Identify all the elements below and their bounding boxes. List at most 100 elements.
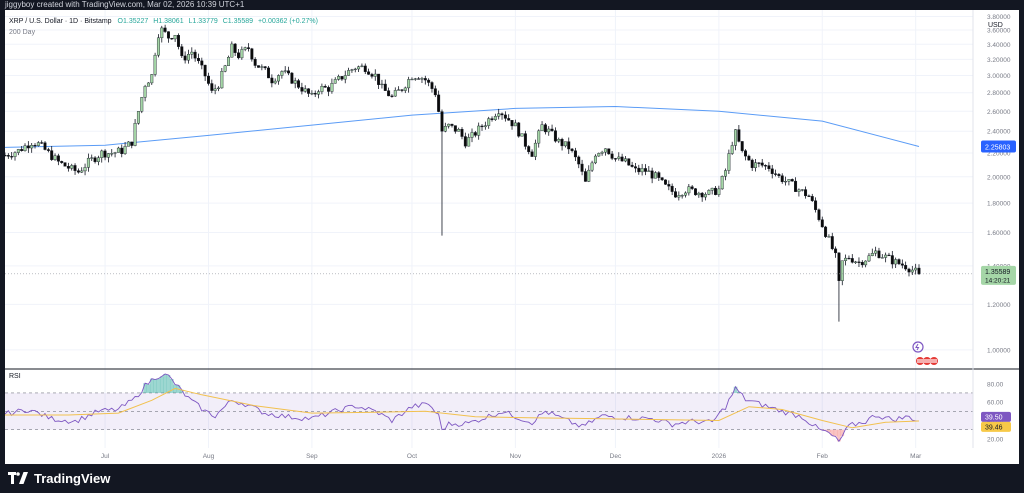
candle-body bbox=[553, 130, 557, 142]
candle bbox=[357, 65, 361, 72]
candle bbox=[807, 194, 811, 197]
candle-body bbox=[120, 147, 124, 154]
candle bbox=[103, 149, 107, 161]
candle-body bbox=[320, 86, 324, 92]
candle-body bbox=[537, 130, 541, 144]
candle bbox=[190, 47, 194, 59]
candle bbox=[116, 146, 120, 153]
candle bbox=[643, 164, 647, 176]
candle-body bbox=[173, 35, 177, 40]
candle-body bbox=[547, 128, 551, 133]
candle bbox=[50, 146, 54, 161]
candle-body bbox=[220, 71, 224, 89]
candle-body bbox=[40, 142, 44, 144]
candle bbox=[784, 176, 788, 186]
candle-body bbox=[593, 155, 597, 164]
candle bbox=[613, 158, 617, 162]
candle bbox=[80, 167, 84, 173]
candle bbox=[100, 149, 104, 163]
candle-body bbox=[10, 156, 14, 158]
candle-body bbox=[637, 167, 641, 173]
candle bbox=[800, 189, 804, 192]
candle-body bbox=[160, 27, 164, 39]
price-tick-label: 1.00000 bbox=[987, 347, 1011, 354]
candle bbox=[440, 109, 444, 236]
candle bbox=[257, 65, 260, 68]
alert-icon[interactable] bbox=[912, 341, 924, 353]
candle bbox=[577, 155, 581, 169]
candle bbox=[300, 82, 304, 95]
candle-body bbox=[824, 226, 828, 237]
candle bbox=[133, 119, 137, 147]
candle-body bbox=[487, 118, 491, 126]
candle bbox=[63, 162, 67, 167]
price-tick-label: 2.40000 bbox=[987, 129, 1011, 136]
candle bbox=[106, 153, 110, 163]
candle-body bbox=[76, 170, 80, 173]
candle-body bbox=[36, 142, 40, 146]
candle bbox=[894, 257, 898, 269]
rsi-label: RSI bbox=[9, 373, 21, 380]
candle-body bbox=[443, 126, 447, 132]
candle bbox=[60, 160, 64, 164]
candle-body bbox=[567, 141, 571, 150]
candle bbox=[754, 158, 758, 172]
candle-body bbox=[470, 132, 474, 138]
rsi-tick-label: 20.00 bbox=[987, 436, 1004, 443]
candle-body bbox=[393, 90, 397, 97]
candle bbox=[860, 260, 864, 268]
candle bbox=[20, 146, 24, 152]
tradingview-logo[interactable]: TradingView bbox=[8, 469, 110, 487]
candle bbox=[447, 123, 451, 129]
candle bbox=[230, 41, 234, 58]
attribution-bar: jiggyboy created with TradingView.com, M… bbox=[0, 0, 1024, 10]
candle bbox=[884, 252, 888, 263]
candle bbox=[203, 64, 207, 81]
candle bbox=[787, 179, 791, 186]
candle-body bbox=[887, 254, 891, 257]
candle-body bbox=[176, 35, 180, 47]
candle bbox=[156, 34, 160, 58]
candle-body bbox=[667, 184, 671, 187]
candle bbox=[523, 130, 527, 150]
candle bbox=[480, 124, 484, 131]
candle bbox=[213, 84, 217, 95]
candle-body bbox=[670, 185, 674, 192]
rsi-ma-badge bbox=[981, 421, 1011, 432]
candle bbox=[680, 194, 684, 199]
candle bbox=[790, 178, 794, 182]
attribution-text: jiggyboy created with TradingView.com, M… bbox=[5, 0, 245, 9]
candle-body bbox=[507, 118, 511, 121]
candle-body bbox=[130, 141, 134, 146]
candle-body bbox=[794, 180, 798, 192]
candle bbox=[750, 158, 754, 171]
candle bbox=[370, 72, 374, 79]
candle bbox=[323, 84, 327, 88]
candle-body bbox=[720, 176, 724, 190]
candle-body bbox=[90, 157, 94, 159]
candle-body bbox=[407, 79, 411, 89]
economic-events-icon[interactable] bbox=[916, 357, 938, 365]
candle bbox=[583, 168, 587, 182]
candle bbox=[217, 86, 220, 92]
candle bbox=[880, 254, 884, 259]
candle bbox=[150, 74, 154, 85]
candle-body bbox=[880, 257, 884, 259]
candle bbox=[420, 76, 424, 84]
time-tick-label: Sep bbox=[306, 453, 318, 460]
rsi-ma-badge-text: 39.46 bbox=[985, 424, 1003, 431]
candle-body bbox=[877, 250, 881, 259]
chart-canvas[interactable]: 3.80000 3.60000 3.40000 3.20000 3.00000 2.800… bbox=[5, 10, 1019, 464]
candle bbox=[553, 127, 557, 143]
candle bbox=[126, 141, 130, 147]
candle-body bbox=[363, 65, 367, 72]
ma200-line bbox=[5, 105, 920, 148]
candle-body bbox=[600, 151, 604, 154]
candle bbox=[450, 123, 454, 128]
candle-body bbox=[73, 165, 77, 171]
candle bbox=[487, 116, 491, 129]
candle-body bbox=[503, 114, 507, 119]
rsi-tick-label: 60.00 bbox=[987, 400, 1004, 407]
candle bbox=[113, 151, 117, 158]
tradingview-logo-icon bbox=[8, 472, 28, 484]
